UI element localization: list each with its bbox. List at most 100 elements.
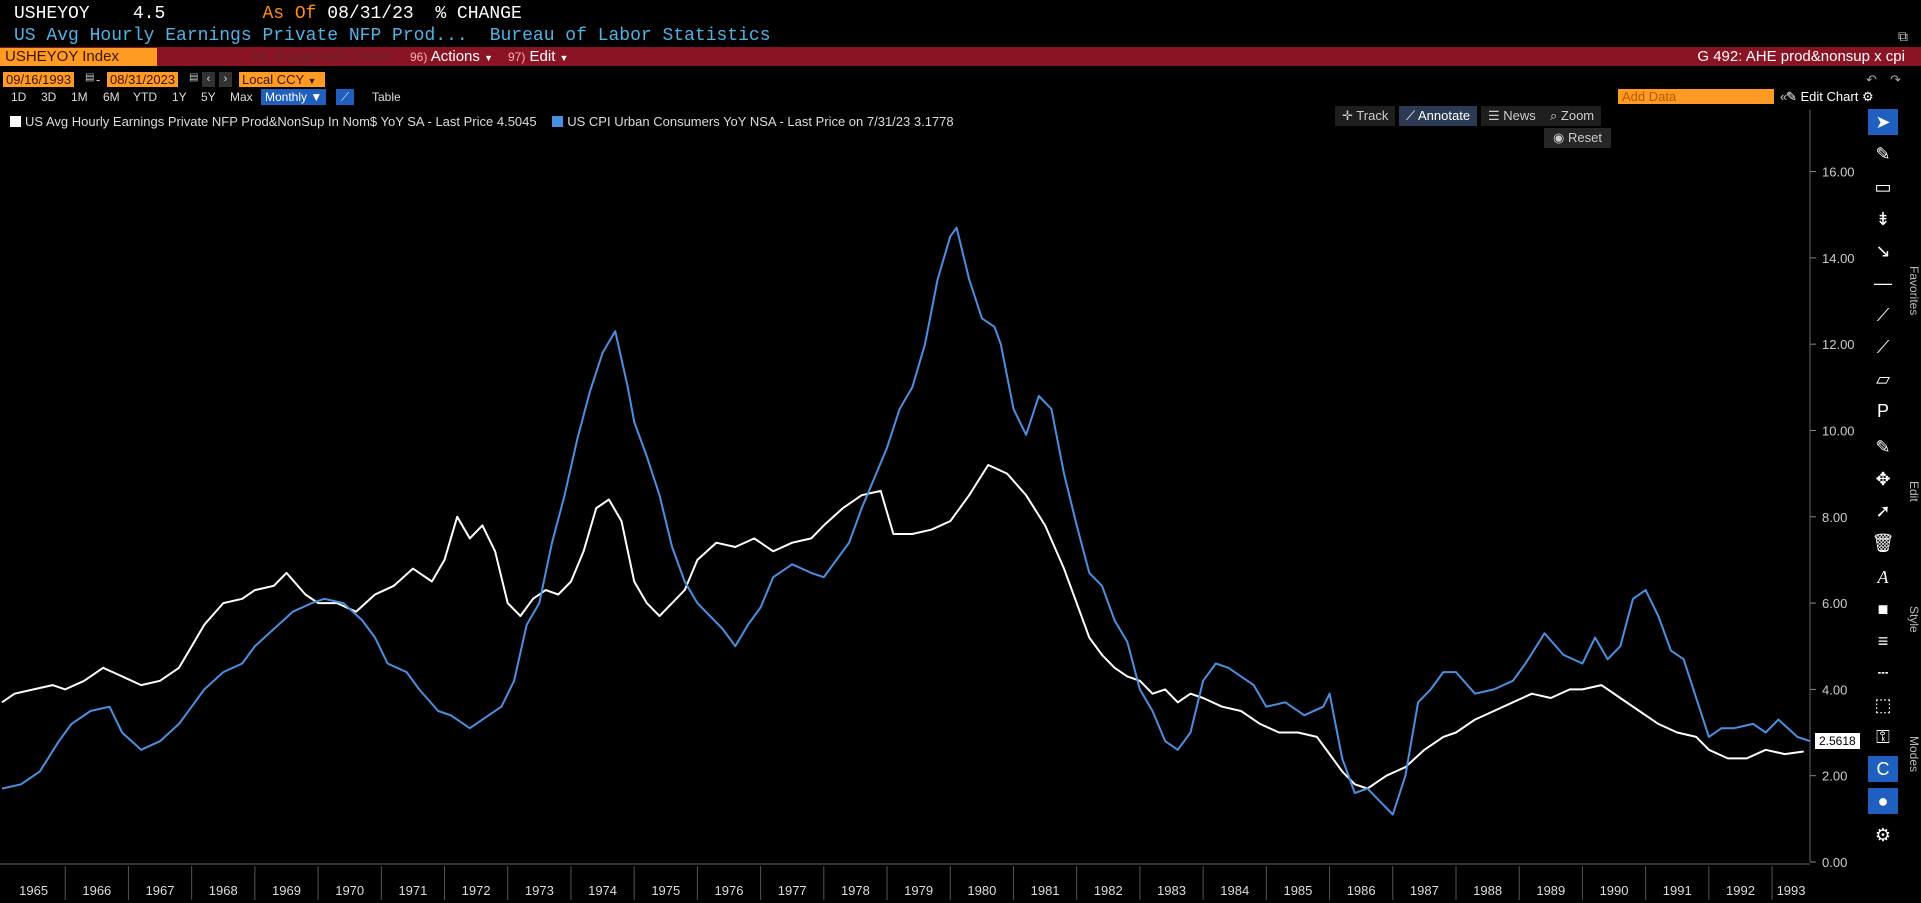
color-palette-icon[interactable]: ● <box>1868 788 1898 814</box>
line-chart-icon[interactable]: ⟋ <box>336 89 354 105</box>
annotate-button[interactable]: ⟋ Annotate <box>1399 106 1478 126</box>
edit-chart-label: Edit Chart <box>1800 89 1859 104</box>
range-3d[interactable]: 3D <box>41 90 57 104</box>
suggested-charts-button[interactable]: 94) Suggested Charts <box>251 48 393 66</box>
index-field[interactable]: USHEYOY Index <box>0 48 157 66</box>
zoom-button[interactable]: ⌕ Zoom <box>1543 106 1602 126</box>
frequency-select[interactable]: Monthly ▼ <box>261 89 327 105</box>
date-separator: - <box>96 72 101 87</box>
caret-down-icon: ▼ <box>484 53 493 63</box>
add-data-field[interactable]: Add Data <box>1618 89 1774 104</box>
y-tick-label: 16.00 <box>1822 165 1855 180</box>
tab-edit[interactable]: Edit <box>1907 481 1921 502</box>
reset-button[interactable]: ◉ Reset <box>1544 128 1611 148</box>
x-tick-label: 1980 <box>967 883 996 898</box>
magnifier-icon: ⌕ <box>1550 108 1558 123</box>
legend-item-cpi[interactable]: US CPI Urban Consumers YoY NSA - Last Pr… <box>552 114 954 129</box>
range-1d[interactable]: 1D <box>11 90 27 104</box>
x-tick-label: 1983 <box>1157 883 1186 898</box>
select-icon[interactable]: ➚ <box>1875 501 1891 521</box>
x-tick-label: 1982 <box>1094 883 1123 898</box>
range-1y[interactable]: 1Y <box>172 90 187 104</box>
font-icon[interactable]: A <box>1877 567 1889 587</box>
x-tick-label: 1992 <box>1726 883 1755 898</box>
fill-color-icon[interactable]: ■ <box>1877 599 1889 619</box>
line-style-icon[interactable]: ┄ <box>1877 663 1889 683</box>
range-1m[interactable]: 1M <box>71 90 88 104</box>
text-tool-icon[interactable]: P <box>1876 401 1889 421</box>
expand-icon[interactable]: ⧉ <box>1898 28 1908 44</box>
zoom-label: Zoom <box>1560 108 1595 123</box>
settings-gear-icon[interactable]: ⚙ <box>1874 825 1892 845</box>
x-tick-label: 1987 <box>1410 883 1439 898</box>
tab-modes[interactable]: Modes <box>1907 736 1921 773</box>
y-tick-label: 14.00 <box>1822 251 1855 266</box>
tab-style[interactable]: Style <box>1907 606 1921 633</box>
end-date-field[interactable]: 08/31/2023 <box>107 72 179 87</box>
redo-icon[interactable]: ↷ <box>1890 72 1901 87</box>
y-tick-label: 0.00 <box>1822 855 1847 870</box>
range-ytd[interactable]: YTD <box>133 90 157 104</box>
trendline-icon[interactable]: ⟋ <box>1876 305 1890 325</box>
x-tick-label: 1965 <box>19 883 48 898</box>
news-button[interactable]: ☰ News <box>1481 106 1543 126</box>
calendar-icon[interactable]: ▤ <box>85 72 95 83</box>
magnet-icon[interactable]: C <box>1868 756 1898 782</box>
x-tick-label: 1975 <box>651 883 680 898</box>
caret-down-icon: ▼ <box>307 76 317 86</box>
ticker[interactable]: USHEYOY <box>14 4 90 24</box>
currency-select[interactable]: Local CCY ▼ <box>239 72 325 87</box>
next-arrow-icon[interactable]: › <box>219 72 232 87</box>
lock-icon[interactable]: ⚿ <box>1876 727 1890 747</box>
x-tick-label: 1976 <box>715 883 744 898</box>
brush-icon[interactable]: ✎ <box>1875 437 1891 457</box>
range-max[interactable]: Max <box>230 90 253 104</box>
trash-icon[interactable]: 🗑 <box>1871 533 1895 553</box>
x-tick-label: 1988 <box>1473 883 1502 898</box>
pen-icon[interactable]: ✎ <box>1875 144 1891 164</box>
start-date-field[interactable]: 09/16/1993 <box>3 72 75 87</box>
range-6m[interactable]: 6M <box>103 90 120 104</box>
range-5y[interactable]: 5Y <box>201 90 216 104</box>
ray-icon[interactable]: ⟋ <box>1876 337 1890 357</box>
series-line-cpi <box>1 226 1811 816</box>
x-tick-label: 1977 <box>778 883 807 898</box>
caret-down-icon: ▼ <box>559 53 569 63</box>
track-button[interactable]: ✛ Track <box>1335 106 1396 126</box>
channel-icon[interactable]: ▱ <box>1876 369 1890 389</box>
rectangle-icon[interactable]: ▭ <box>1874 177 1892 197</box>
pointer-icon[interactable]: ➤ <box>1868 109 1898 135</box>
security-description: US Avg Hourly Earnings Private NFP Prod.… <box>14 26 771 46</box>
x-tick-label: 1981 <box>1031 883 1060 898</box>
prev-arrow-icon[interactable]: ‹ <box>202 72 215 87</box>
last-value-tag: 2.5618 <box>1815 733 1860 749</box>
calendar-icon[interactable]: ▤ <box>189 72 199 83</box>
line-weight-icon[interactable]: ≡ <box>1877 631 1889 651</box>
x-tick-label: 1986 <box>1347 883 1376 898</box>
legend-swatch <box>10 116 21 127</box>
reset-icon: ◉ <box>1553 130 1565 145</box>
dashed-rect-icon[interactable]: ⬚ <box>1874 695 1892 715</box>
tab-favorites[interactable]: Favorites <box>1907 266 1921 316</box>
undo-icon[interactable]: ↶ <box>1866 72 1877 87</box>
legend-label: US Avg Hourly Earnings Private NFP Prod&… <box>25 114 537 129</box>
horizontal-line-icon[interactable]: — <box>1874 273 1892 293</box>
percent-tool-icon[interactable]: ⇟ <box>1875 209 1891 229</box>
annotate-label: Annotate <box>1418 108 1471 123</box>
edit-menu[interactable]: 97) Edit ▼ <box>508 48 568 66</box>
x-tick-label: 1971 <box>398 883 427 898</box>
actions-menu[interactable]: 96) Actions ▼ <box>410 48 493 66</box>
y-tick-label: 10.00 <box>1822 423 1855 438</box>
crosshair-icon: ✛ <box>1342 108 1353 123</box>
legend-item-earnings[interactable]: US Avg Hourly Earnings Private NFP Prod&… <box>10 114 537 129</box>
arrow-icon[interactable]: ↘ <box>1875 241 1891 261</box>
x-tick-label: 1973 <box>525 883 554 898</box>
move-icon[interactable]: ✥ <box>1875 469 1891 489</box>
side-tabs: Favorites Edit Style Modes <box>1904 106 1921 856</box>
drawing-toolbar: ➤ ✎ ▭ ⇟ ↘ — ⟋ ⟋ ▱ P ✎ ✥ ➚ 🗑 A ■ ≡ ┄ ⬚ ⚿ … <box>1866 106 1902 856</box>
news-label: News <box>1503 108 1536 123</box>
edit-chart-button[interactable]: ✎ Edit Chart ⚙ <box>1786 89 1874 104</box>
collapse-icon[interactable]: « <box>1780 89 1788 104</box>
table-button[interactable]: Table <box>372 90 401 104</box>
